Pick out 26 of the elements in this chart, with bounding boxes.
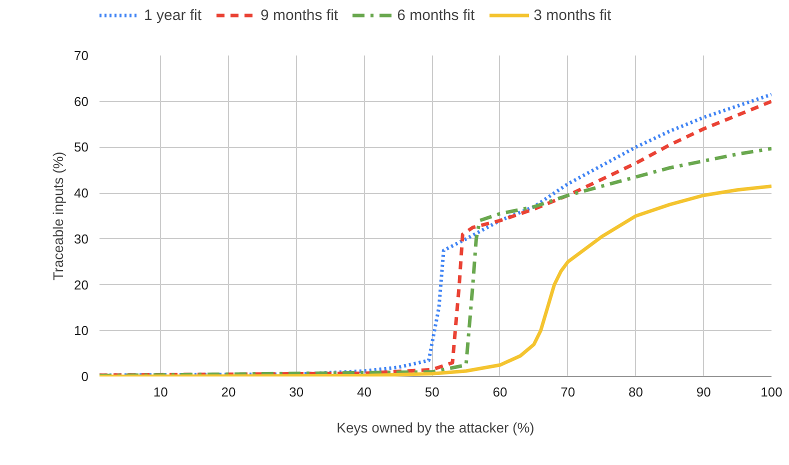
line-series bbox=[100, 146, 772, 376]
legend-label: 9 months fit bbox=[260, 6, 338, 24]
x-tick-label: 30 bbox=[289, 384, 304, 400]
x-axis-title: Keys owned by the attacker (%) bbox=[336, 420, 534, 436]
x-tick-label: 70 bbox=[560, 384, 576, 400]
legend-label: 3 months fit bbox=[534, 6, 612, 24]
y-tick-label: 10 bbox=[74, 323, 89, 338]
x-tick-label: 60 bbox=[492, 384, 508, 400]
y-tick-label: 30 bbox=[74, 231, 89, 246]
y-tick-label: 0 bbox=[81, 369, 89, 384]
y-tick-label: 60 bbox=[74, 94, 89, 109]
x-tick-label: 20 bbox=[221, 384, 236, 400]
y-tick-label: 20 bbox=[74, 277, 89, 292]
x-tick-label: 10 bbox=[153, 384, 168, 400]
legend-label: 1 year fit bbox=[144, 6, 202, 24]
legend-label: 6 months fit bbox=[397, 6, 475, 24]
x-tick-label: 50 bbox=[424, 384, 440, 400]
line-series bbox=[100, 184, 772, 376]
x-tick-label: 90 bbox=[696, 384, 711, 400]
y-tick-label: 40 bbox=[74, 186, 89, 201]
y-tick-label: 70 bbox=[74, 48, 89, 63]
y-axis-title: Traceable inputs (%) bbox=[50, 152, 66, 280]
y-tick-label: 50 bbox=[74, 140, 89, 155]
x-tick-label: 40 bbox=[356, 384, 372, 400]
x-tick-label: 100 bbox=[760, 384, 782, 400]
x-tick-label: 80 bbox=[628, 384, 643, 400]
